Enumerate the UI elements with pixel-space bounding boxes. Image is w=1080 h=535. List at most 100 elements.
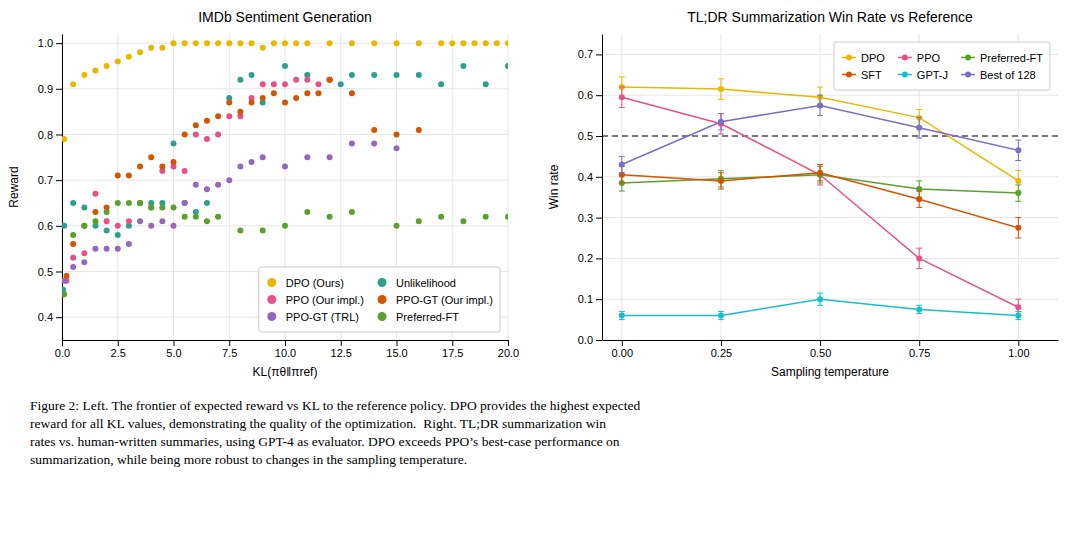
scatter-point xyxy=(327,77,333,83)
scatter-point xyxy=(249,40,255,46)
x-axis-title: KL(πθ‖πref) xyxy=(253,365,318,379)
reference-line xyxy=(602,135,1058,136)
legend-entry: Best of 128 xyxy=(961,69,1036,81)
legend-label: PPO-GT (TRL) xyxy=(286,311,359,323)
scatter-point xyxy=(394,223,400,229)
scatter-point xyxy=(115,173,121,179)
scatter-point xyxy=(416,40,422,46)
legend-entry: Preferred-FT xyxy=(378,311,460,323)
grid-line xyxy=(229,34,230,340)
point-marker xyxy=(817,296,823,302)
grid-line xyxy=(602,258,1058,259)
scatter-point xyxy=(315,90,321,96)
scatter-point xyxy=(416,127,422,133)
scatter-point xyxy=(494,40,500,46)
scatter-point xyxy=(148,154,154,160)
error-bar xyxy=(1015,311,1021,319)
error-bar xyxy=(916,248,922,268)
tick: 1.00 xyxy=(1008,340,1029,359)
legend: DPOPPOPreferred-FTSFTGPT-JBest of 128 xyxy=(834,42,1050,90)
point-marker xyxy=(916,125,922,131)
scatter-point xyxy=(483,214,489,220)
scatter-point xyxy=(159,163,165,169)
tick-label: 0.6 xyxy=(578,89,593,101)
series xyxy=(619,87,1022,315)
scatter-point xyxy=(115,232,121,238)
scatter-point xyxy=(159,205,165,211)
series xyxy=(62,63,508,293)
tick-mark xyxy=(56,271,62,272)
legend-entry: DPO xyxy=(842,52,885,64)
tick-label: 17.5 xyxy=(442,347,463,359)
scatter-point xyxy=(137,49,143,55)
point-marker xyxy=(1015,190,1021,196)
scatter-point xyxy=(204,118,210,124)
tick-label: 0.8 xyxy=(38,128,53,140)
scatter-point xyxy=(304,90,310,96)
tick-mark xyxy=(622,340,623,346)
legend-swatch xyxy=(378,295,387,304)
tick-mark xyxy=(596,95,602,96)
scatter-point xyxy=(193,214,199,220)
error-bar xyxy=(916,191,922,207)
tick-label: 0.6 xyxy=(38,220,53,232)
scatter-point xyxy=(371,141,377,147)
error-bar xyxy=(619,311,625,319)
scatter-point xyxy=(81,259,87,265)
scatter-point xyxy=(171,223,177,229)
tick: 0.5 xyxy=(578,130,602,142)
plot-area xyxy=(602,77,1058,320)
caption: Figure 2: Left. The frontier of expected… xyxy=(30,398,640,467)
tick: 0.5 xyxy=(38,266,62,278)
error-bar xyxy=(1015,218,1021,238)
tick-label: 7.5 xyxy=(222,347,237,359)
error-bar xyxy=(619,87,625,107)
tick: 15.0 xyxy=(386,340,407,359)
scatter-point xyxy=(371,72,377,78)
grid-line xyxy=(508,34,509,340)
error-bar xyxy=(916,118,922,138)
scatter-point xyxy=(260,81,266,87)
tick: 1.0 xyxy=(38,37,62,49)
scatter-point xyxy=(394,131,400,137)
grid-line xyxy=(173,34,174,340)
scatter-point xyxy=(182,131,188,137)
legend-label: PPO xyxy=(917,52,941,64)
tick: 0.3 xyxy=(578,212,602,224)
scatter-point xyxy=(92,209,98,215)
scatter-point xyxy=(70,81,76,87)
grid xyxy=(602,34,1058,340)
tick-label: 0.7 xyxy=(38,174,53,186)
legend-swatch xyxy=(846,72,852,78)
scatter-point xyxy=(282,40,288,46)
scatter-point xyxy=(438,214,444,220)
tick: 5.0 xyxy=(166,340,181,359)
point-marker xyxy=(718,178,724,184)
scatter-point xyxy=(505,40,508,46)
chart-title: IMDb Sentiment Generation xyxy=(198,9,372,25)
tick-label: 20.0 xyxy=(498,347,519,359)
scatter-point xyxy=(505,63,508,69)
legend-label: PPO (Our impl.) xyxy=(286,294,364,306)
tick-label: 10.0 xyxy=(275,347,296,359)
scatter-point xyxy=(483,40,489,46)
tick-label: 0.75 xyxy=(909,347,930,359)
scatter-point xyxy=(249,100,255,106)
scatter-point xyxy=(349,90,355,96)
scatter-point xyxy=(137,163,143,169)
scatter-point xyxy=(237,109,243,115)
scatter-point xyxy=(115,246,121,252)
scatter-point xyxy=(182,200,188,206)
legend-label: Preferred-FT xyxy=(980,52,1043,64)
tick-label: 0.00 xyxy=(612,347,633,359)
scatter-point xyxy=(182,40,188,46)
legend-label: PPO-GT (Our impl.) xyxy=(396,294,493,306)
scatter-point xyxy=(394,40,400,46)
scatter-point xyxy=(70,241,76,247)
scatter-point xyxy=(315,81,321,87)
scatter-point xyxy=(237,227,243,233)
scatter-point xyxy=(483,81,489,87)
tick-mark xyxy=(56,134,62,135)
scatter-point xyxy=(460,63,466,69)
tick: 10.0 xyxy=(275,340,296,359)
